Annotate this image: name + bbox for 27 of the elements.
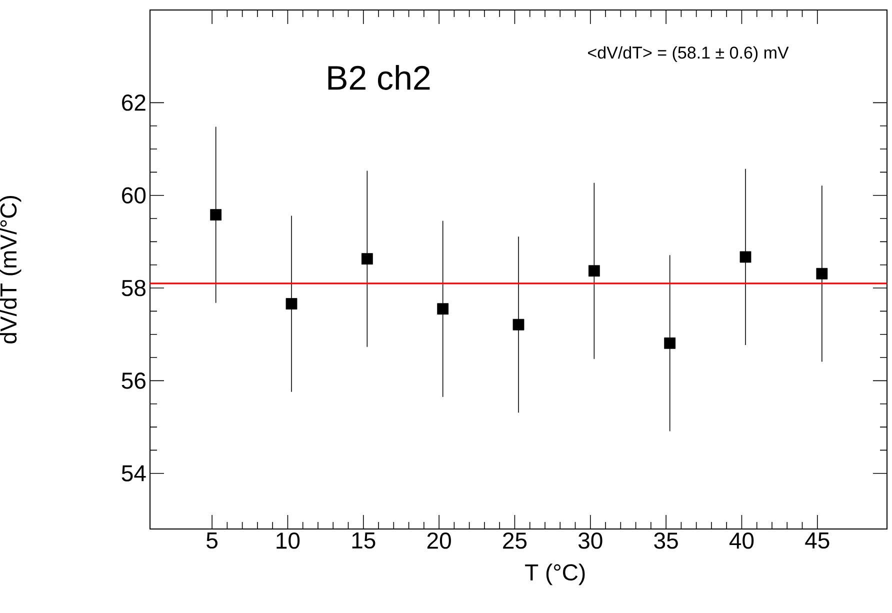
x-tick-label: 40 — [729, 532, 754, 549]
annotation: <dV/dT> = (58.1 ± 0.6) mV — [588, 46, 789, 62]
point — [286, 298, 298, 310]
x-axis-title: T (°C) — [525, 564, 585, 586]
point — [740, 251, 752, 263]
annotation: B2 ch2 — [328, 64, 430, 90]
x-tick-label: 35 — [654, 532, 678, 549]
x-tick-label: 45 — [805, 532, 830, 549]
point — [664, 337, 676, 349]
y-tick-label: 54 — [122, 465, 146, 482]
x-tick-label: 25 — [503, 532, 527, 549]
point — [210, 209, 222, 221]
point — [512, 318, 524, 330]
x-tick-label: 10 — [276, 532, 300, 549]
point — [588, 265, 600, 277]
point — [816, 268, 828, 280]
x-tick-label: 30 — [578, 532, 602, 549]
x-tick-label: 15 — [352, 532, 376, 549]
point — [437, 303, 449, 315]
y-tick-label: 60 — [122, 187, 146, 204]
y-axis-title: dV/dT (mV/°C) — [0, 196, 22, 344]
y-tick-label: 58 — [122, 280, 146, 296]
point — [361, 253, 373, 265]
y-tick-label: 62 — [122, 94, 146, 111]
x-tick-label: 5 — [206, 532, 218, 549]
x-tick-label: 20 — [427, 532, 451, 549]
y-tick-label: 56 — [122, 372, 146, 389]
